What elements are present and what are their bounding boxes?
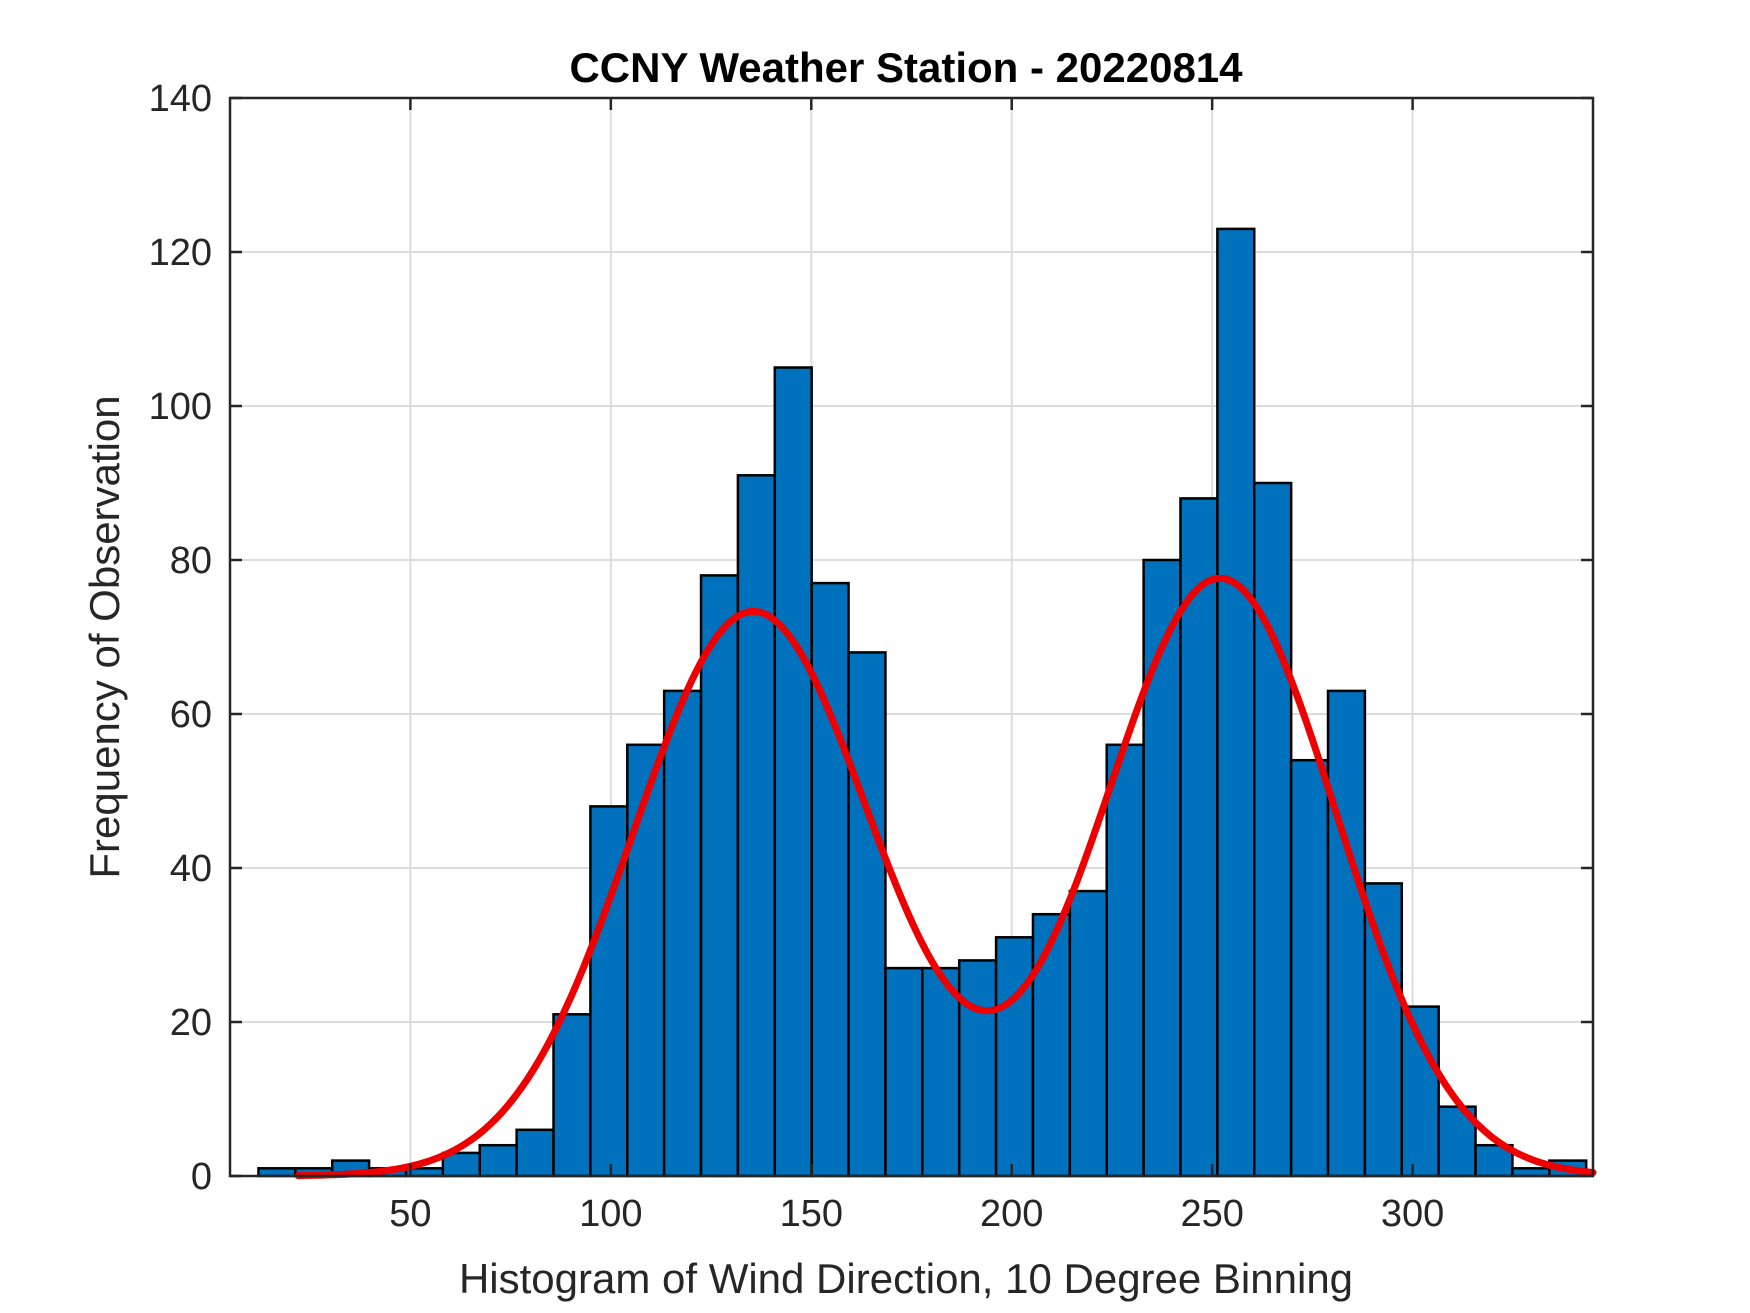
- chart-title: CCNY Weather Station - 20220814: [569, 44, 1243, 91]
- histogram-bar-11: [662, 689, 703, 1178]
- histogram-bar-14: [773, 366, 813, 1178]
- axes: 50 100 150 200 250 300 0 20 40 60 80 100 120 140: [149, 78, 1595, 1235]
- histogram-bar-8: [552, 1013, 592, 1178]
- histogram-bar-10: [626, 743, 666, 1178]
- histogram-bar-29: [1326, 689, 1367, 1178]
- histogram-bar-6: [478, 1143, 518, 1178]
- plot-frame: [228, 96, 1595, 1178]
- histogram-bar-12: [699, 574, 740, 1178]
- x-tick-label-50: 50: [389, 1193, 431, 1235]
- y-tick-label-60: 60: [170, 694, 212, 736]
- y-tick-label-0: 0: [191, 1156, 212, 1198]
- histogram-bar-7: [515, 1128, 555, 1178]
- histogram-bar-18: [921, 966, 961, 1178]
- y-tick-label-80: 80: [170, 540, 212, 582]
- histogram-bar-15: [810, 581, 850, 1178]
- y-tick-label-120: 120: [149, 232, 212, 274]
- histogram-bar-27: [1253, 481, 1293, 1178]
- histogram-bar-25: [1179, 497, 1219, 1178]
- histogram-bar-28: [1289, 758, 1330, 1178]
- y-tick-label-100: 100: [149, 386, 212, 428]
- x-axis-label: Histogram of Wind Direction, 10 Degree B…: [459, 1255, 1353, 1302]
- histogram-bar-31: [1400, 1005, 1440, 1178]
- histogram-bar-20: [994, 936, 1035, 1178]
- histogram-bar-17: [884, 966, 924, 1178]
- histogram-bars: [257, 227, 1588, 1178]
- histogram-bar-21: [1031, 912, 1072, 1178]
- x-tick-label-250: 250: [1180, 1193, 1243, 1235]
- histogram-bar-26: [1216, 227, 1256, 1178]
- y-axis-label: Frequency of Observation: [81, 395, 128, 878]
- y-tick-label-20: 20: [170, 1002, 212, 1044]
- x-tick-label-300: 300: [1381, 1193, 1444, 1235]
- x-tick-label-200: 200: [980, 1193, 1043, 1235]
- histogram-bar-16: [847, 651, 887, 1178]
- histogram-bar-23: [1105, 743, 1145, 1178]
- fit-curve-layer: [294, 574, 1597, 1180]
- histogram-bar-22: [1068, 889, 1108, 1178]
- histogram-bar-13: [736, 474, 777, 1178]
- x-tick-label-100: 100: [579, 1193, 642, 1235]
- histogram-bar-19: [957, 959, 998, 1178]
- fit-curve: [294, 574, 1597, 1180]
- y-tick-label-40: 40: [170, 848, 212, 890]
- x-tick-label-150: 150: [780, 1193, 843, 1235]
- y-tick-label-140: 140: [149, 78, 212, 120]
